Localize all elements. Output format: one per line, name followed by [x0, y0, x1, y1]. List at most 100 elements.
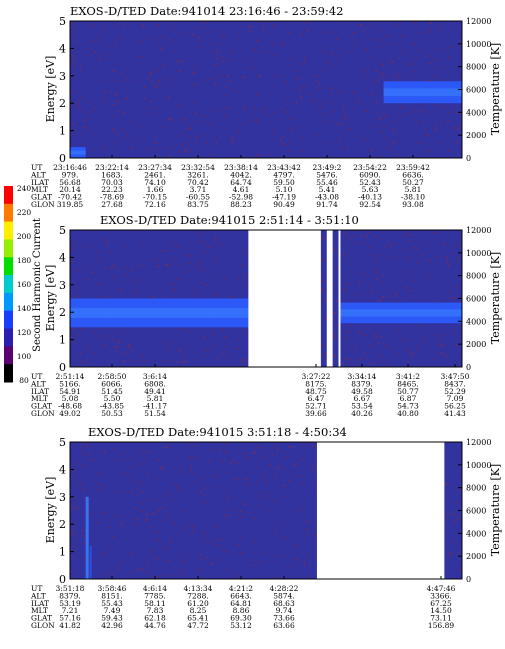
noise-pixel	[73, 328, 75, 331]
table-cell: 23:59:42	[396, 163, 430, 172]
noise-pixel	[443, 356, 445, 359]
noise-pixel	[143, 460, 146, 463]
noise-pixel	[322, 87, 325, 89]
noise-pixel	[73, 531, 75, 533]
noise-pixel	[407, 146, 409, 148]
y-tick-label: 2	[59, 306, 66, 319]
panel-1-plot	[69, 20, 463, 159]
noise-pixel	[398, 353, 400, 355]
noise-pixel	[282, 495, 285, 498]
noise-pixel	[262, 26, 264, 28]
noise-pixel	[190, 255, 192, 257]
noise-pixel	[243, 360, 245, 362]
noise-pixel	[341, 253, 344, 255]
noise-pixel	[79, 353, 82, 355]
noise-pixel	[378, 341, 380, 344]
noise-pixel	[215, 30, 217, 32]
noise-pixel	[173, 523, 175, 526]
noise-pixel	[237, 477, 240, 480]
noise-pixel	[251, 559, 253, 561]
noise-pixel	[117, 269, 120, 271]
noise-pixel	[191, 359, 194, 361]
noise-pixel	[159, 36, 161, 38]
y-tick-label: 0	[59, 152, 66, 165]
noise-pixel	[356, 359, 358, 361]
noise-pixel	[200, 234, 203, 236]
noise-pixel	[322, 113, 324, 115]
noise-pixel	[417, 262, 419, 264]
noise-pixel	[79, 108, 81, 110]
noise-pixel	[141, 502, 143, 505]
table-cell: 61.20	[187, 599, 209, 608]
noise-pixel	[194, 456, 196, 458]
noise-pixel	[386, 295, 388, 297]
noise-pixel	[355, 267, 357, 269]
noise-pixel	[158, 265, 160, 267]
noise-pixel	[126, 79, 128, 81]
noise-pixel	[405, 249, 407, 251]
noise-pixel	[117, 140, 119, 143]
noise-pixel	[447, 517, 449, 520]
noise-pixel	[221, 351, 223, 354]
noise-pixel	[414, 109, 416, 111]
noise-pixel	[418, 325, 420, 327]
noise-pixel	[239, 36, 241, 38]
noise-pixel	[234, 552, 237, 554]
noise-pixel	[202, 122, 204, 124]
noise-pixel	[311, 99, 313, 102]
noise-pixel	[153, 513, 155, 515]
noise-pixel	[168, 118, 170, 120]
noise-pixel	[115, 92, 117, 94]
noise-pixel	[209, 78, 212, 80]
noise-pixel	[397, 153, 399, 155]
noise-pixel	[274, 112, 276, 114]
noise-pixel	[356, 101, 359, 103]
noise-pixel	[237, 347, 239, 350]
table-cell: 6.67	[354, 394, 371, 403]
y-tick-label: 3	[59, 70, 66, 83]
noise-pixel	[339, 137, 341, 139]
noise-pixel	[457, 551, 460, 553]
table-cell: 39.66	[305, 409, 327, 418]
y-tick-label: 4	[59, 42, 66, 55]
noise-pixel	[149, 359, 152, 362]
noise-pixel	[155, 84, 157, 86]
noise-pixel	[154, 86, 156, 88]
noise-pixel	[415, 121, 418, 123]
noise-pixel	[377, 93, 380, 95]
noise-pixel	[155, 142, 158, 145]
y2-tick-label: 4000	[466, 317, 486, 326]
table-cell: 5.50	[104, 394, 121, 403]
noise-pixel	[157, 24, 159, 26]
noise-pixel	[392, 61, 394, 63]
noise-pixel	[353, 39, 356, 41]
noise-pixel	[182, 143, 184, 146]
noise-pixel	[203, 494, 205, 496]
noise-pixel	[348, 331, 350, 333]
table-row-label: GLON	[31, 409, 55, 418]
noise-pixel	[452, 253, 454, 255]
table-cell: 92.54	[359, 200, 381, 209]
y-tick-label: 1	[59, 125, 66, 138]
noise-pixel	[414, 43, 416, 45]
noise-pixel	[316, 463, 318, 466]
noise-pixel	[365, 235, 368, 237]
noise-pixel	[369, 231, 371, 234]
noise-pixel	[266, 509, 269, 511]
table-cell: 8379.	[351, 379, 372, 388]
noise-pixel	[186, 553, 189, 556]
noise-pixel	[299, 483, 301, 485]
noise-pixel	[313, 486, 315, 488]
noise-pixel	[302, 86, 304, 89]
noise-pixel	[437, 301, 439, 304]
table-cell: -40.13	[358, 193, 382, 202]
table-cell: 5.41	[319, 185, 336, 194]
noise-pixel	[157, 557, 159, 559]
noise-pixel	[390, 290, 393, 292]
noise-pixel	[456, 518, 459, 520]
noise-pixel	[184, 359, 187, 361]
noise-pixel	[215, 239, 217, 241]
y2-tick-label: 10000	[466, 461, 491, 470]
noise-pixel	[167, 155, 170, 157]
